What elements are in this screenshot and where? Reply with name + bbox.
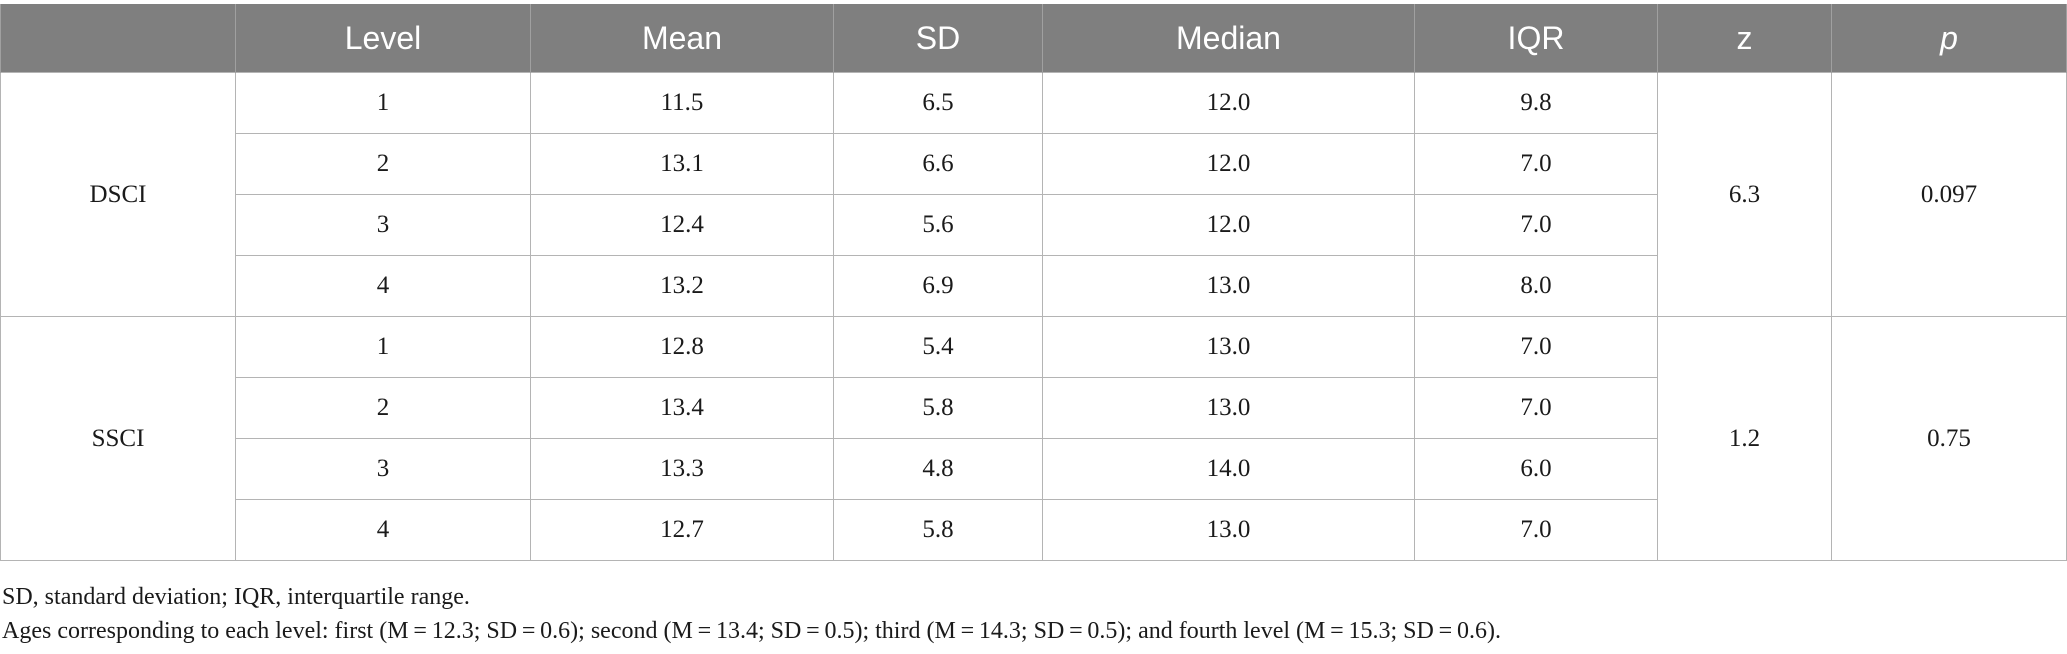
- cell-iqr: 7.0: [1414, 316, 1658, 378]
- cell-mean: 13.1: [530, 133, 834, 195]
- cell-iqr: 7.0: [1414, 499, 1658, 561]
- cell-median: 12.0: [1042, 72, 1415, 134]
- table-header: Level Mean SD Median IQR z p: [0, 4, 2067, 73]
- cell-p-ssci: 0.75: [1831, 316, 2067, 561]
- cell-median: 12.0: [1042, 133, 1415, 195]
- header-iqr: IQR: [1414, 4, 1658, 73]
- header-group: [0, 4, 236, 73]
- group-label-ssci: SSCI: [0, 316, 236, 561]
- cell-sd: 6.5: [833, 72, 1043, 134]
- footnote-abbreviations: SD, standard deviation; IQR, interquarti…: [2, 584, 470, 610]
- cell-sd: 4.8: [833, 438, 1043, 500]
- cell-level: 2: [235, 133, 531, 195]
- cell-mean: 12.7: [530, 499, 834, 561]
- table-row: SSCI 1 12.8 5.4 13.0 7.0 1.2 0.75: [0, 316, 2067, 561]
- results-table: Level Mean SD Median IQR z p DSCI 1 11.5…: [0, 4, 2067, 561]
- cell-sd: 5.8: [833, 499, 1043, 561]
- cell-median: 13.0: [1042, 377, 1415, 439]
- cell-mean: 13.4: [530, 377, 834, 439]
- cell-sd: 5.4: [833, 316, 1043, 378]
- cell-level: 4: [235, 499, 531, 561]
- footnote-ages: Ages corresponding to each level: first …: [2, 618, 1501, 644]
- cell-median: 12.0: [1042, 194, 1415, 256]
- cell-median: 13.0: [1042, 316, 1415, 378]
- table-body: DSCI 1 11.5 6.5 12.0 9.8 6.3 0.097 2 13.…: [0, 72, 2067, 561]
- cell-median: 14.0: [1042, 438, 1415, 500]
- table-footnotes: SD, standard deviation; IQR, interquarti…: [2, 580, 1501, 648]
- table-row: 2 13.1 6.6 12.0 7.0: [1, 133, 2067, 195]
- cell-mean: 12.4: [530, 194, 834, 256]
- cell-sd: 6.9: [833, 255, 1043, 317]
- table-row: 4 12.7 5.8 13.0 7.0: [1, 499, 2067, 561]
- cell-iqr: 8.0: [1414, 255, 1658, 317]
- cell-z-ssci: 1.2: [1657, 316, 1832, 561]
- cell-iqr: 6.0: [1414, 438, 1658, 500]
- cell-median: 13.0: [1042, 499, 1415, 561]
- cell-level: 2: [235, 377, 531, 439]
- table-row: 4 13.2 6.9 13.0 8.0: [1, 255, 2067, 317]
- header-sd: SD: [833, 4, 1043, 73]
- header-row: Level Mean SD Median IQR z p: [0, 4, 2067, 73]
- cell-level: 3: [235, 194, 531, 256]
- cell-median: 13.0: [1042, 255, 1415, 317]
- cell-level: 3: [235, 438, 531, 500]
- header-z: z: [1657, 4, 1832, 73]
- header-mean: Mean: [530, 4, 834, 73]
- header-median: Median: [1042, 4, 1415, 73]
- cell-p-dsci: 0.097: [1831, 72, 2067, 317]
- table-row: 3 12.4 5.6 12.0 7.0: [1, 194, 2067, 256]
- cell-mean: 13.3: [530, 438, 834, 500]
- cell-mean: 12.8: [530, 316, 834, 378]
- header-p: p: [1831, 4, 2067, 73]
- cell-level: 4: [235, 255, 531, 317]
- group-label-dsci: DSCI: [0, 72, 236, 317]
- cell-sd: 6.6: [833, 133, 1043, 195]
- cell-mean: 13.2: [530, 255, 834, 317]
- cell-iqr: 7.0: [1414, 377, 1658, 439]
- cell-iqr: 7.0: [1414, 133, 1658, 195]
- cell-level: 1: [235, 316, 531, 378]
- cell-z-dsci: 6.3: [1657, 72, 1832, 317]
- cell-iqr: 7.0: [1414, 194, 1658, 256]
- cell-sd: 5.6: [833, 194, 1043, 256]
- cell-level: 1: [235, 72, 531, 134]
- cell-sd: 5.8: [833, 377, 1043, 439]
- table-row: 2 13.4 5.8 13.0 7.0: [1, 377, 2067, 439]
- header-level: Level: [235, 4, 531, 73]
- cell-iqr: 9.8: [1414, 72, 1658, 134]
- cell-mean: 11.5: [530, 72, 834, 134]
- table-row: DSCI 1 11.5 6.5 12.0 9.8 6.3 0.097: [0, 72, 2067, 317]
